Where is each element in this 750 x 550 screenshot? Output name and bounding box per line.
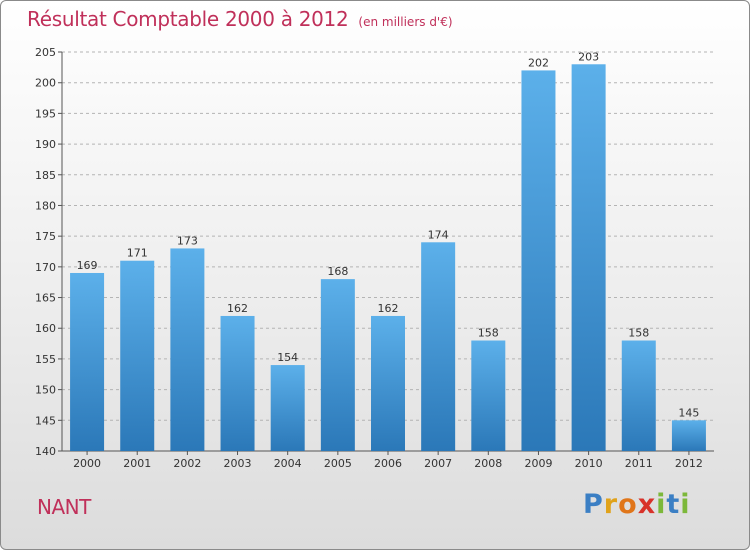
- y-tick-label: 165: [35, 292, 56, 305]
- y-tick-label: 145: [35, 414, 56, 427]
- x-tick-label: 2004: [274, 457, 302, 470]
- bar-value-label: 162: [227, 302, 248, 315]
- y-tick-label: 140: [35, 445, 56, 458]
- bar-value-label: 168: [327, 265, 348, 278]
- x-tick-label: 2007: [424, 457, 452, 470]
- logo-letter: x: [637, 489, 657, 520]
- y-tick-label: 160: [35, 322, 56, 335]
- x-tick-label: 2012: [675, 457, 703, 470]
- x-tick-label: 2000: [73, 457, 101, 470]
- y-tick-label: 205: [35, 46, 56, 59]
- y-tick-label: 150: [35, 384, 56, 397]
- bar: [170, 248, 205, 451]
- chart-title-group: Résultat Comptable 2000 à 2012 (en millie…: [27, 7, 453, 31]
- bar-value-label: 202: [528, 56, 549, 69]
- bar: [621, 340, 656, 451]
- x-tick-label: 2008: [474, 457, 502, 470]
- bar: [471, 340, 506, 451]
- bar: [421, 242, 456, 451]
- chart-unit-note: (en milliers d'€): [358, 15, 453, 29]
- bar: [671, 420, 706, 451]
- logo-letter: P: [583, 489, 604, 520]
- bar: [521, 70, 556, 452]
- y-tick-label: 185: [35, 169, 56, 182]
- bar-value-label: 162: [378, 302, 399, 315]
- y-tick-label: 170: [35, 261, 56, 274]
- chart-title: Résultat Comptable 2000 à 2012: [27, 7, 349, 31]
- logo-letter: o: [618, 489, 638, 520]
- y-tick-label: 195: [35, 107, 56, 120]
- logo-letter: r: [603, 489, 619, 520]
- commune-name: NANT: [37, 495, 91, 519]
- bar-value-label: 154: [277, 351, 298, 364]
- x-tick-label: 2010: [575, 457, 603, 470]
- bar: [371, 315, 405, 451]
- bar: [70, 272, 105, 451]
- bar: [220, 315, 255, 451]
- bar-value-label: 174: [428, 228, 449, 241]
- bar-value-label: 173: [177, 234, 198, 247]
- x-tick-label: 2005: [324, 457, 352, 470]
- x-tick-label: 2003: [224, 457, 252, 470]
- proxiti-logo: Proxiti: [583, 489, 691, 520]
- x-tick-label: 2009: [524, 457, 552, 470]
- y-tick-label: 175: [35, 230, 56, 243]
- bar: [320, 279, 355, 451]
- y-tick-label: 200: [35, 77, 56, 90]
- y-tick-label: 155: [35, 353, 56, 366]
- bar: [270, 365, 305, 451]
- bar-value-label: 145: [678, 406, 699, 419]
- y-tick-label: 180: [35, 199, 56, 212]
- bar-value-label: 171: [127, 247, 148, 260]
- logo-letter: t: [666, 489, 681, 520]
- y-tick-label: 190: [35, 138, 56, 151]
- logo-letter: i: [656, 489, 667, 520]
- logo-letter: i: [680, 489, 691, 520]
- bar: [571, 64, 606, 452]
- x-tick-label: 2006: [374, 457, 402, 470]
- x-tick-label: 2002: [173, 457, 201, 470]
- bar-value-label: 158: [628, 327, 649, 340]
- x-tick-label: 2001: [123, 457, 151, 470]
- bar: [120, 260, 155, 451]
- x-tick-label: 2011: [625, 457, 653, 470]
- bar-value-label: 158: [478, 327, 499, 340]
- bar-value-label: 169: [77, 259, 98, 272]
- bar-value-label: 203: [578, 50, 599, 63]
